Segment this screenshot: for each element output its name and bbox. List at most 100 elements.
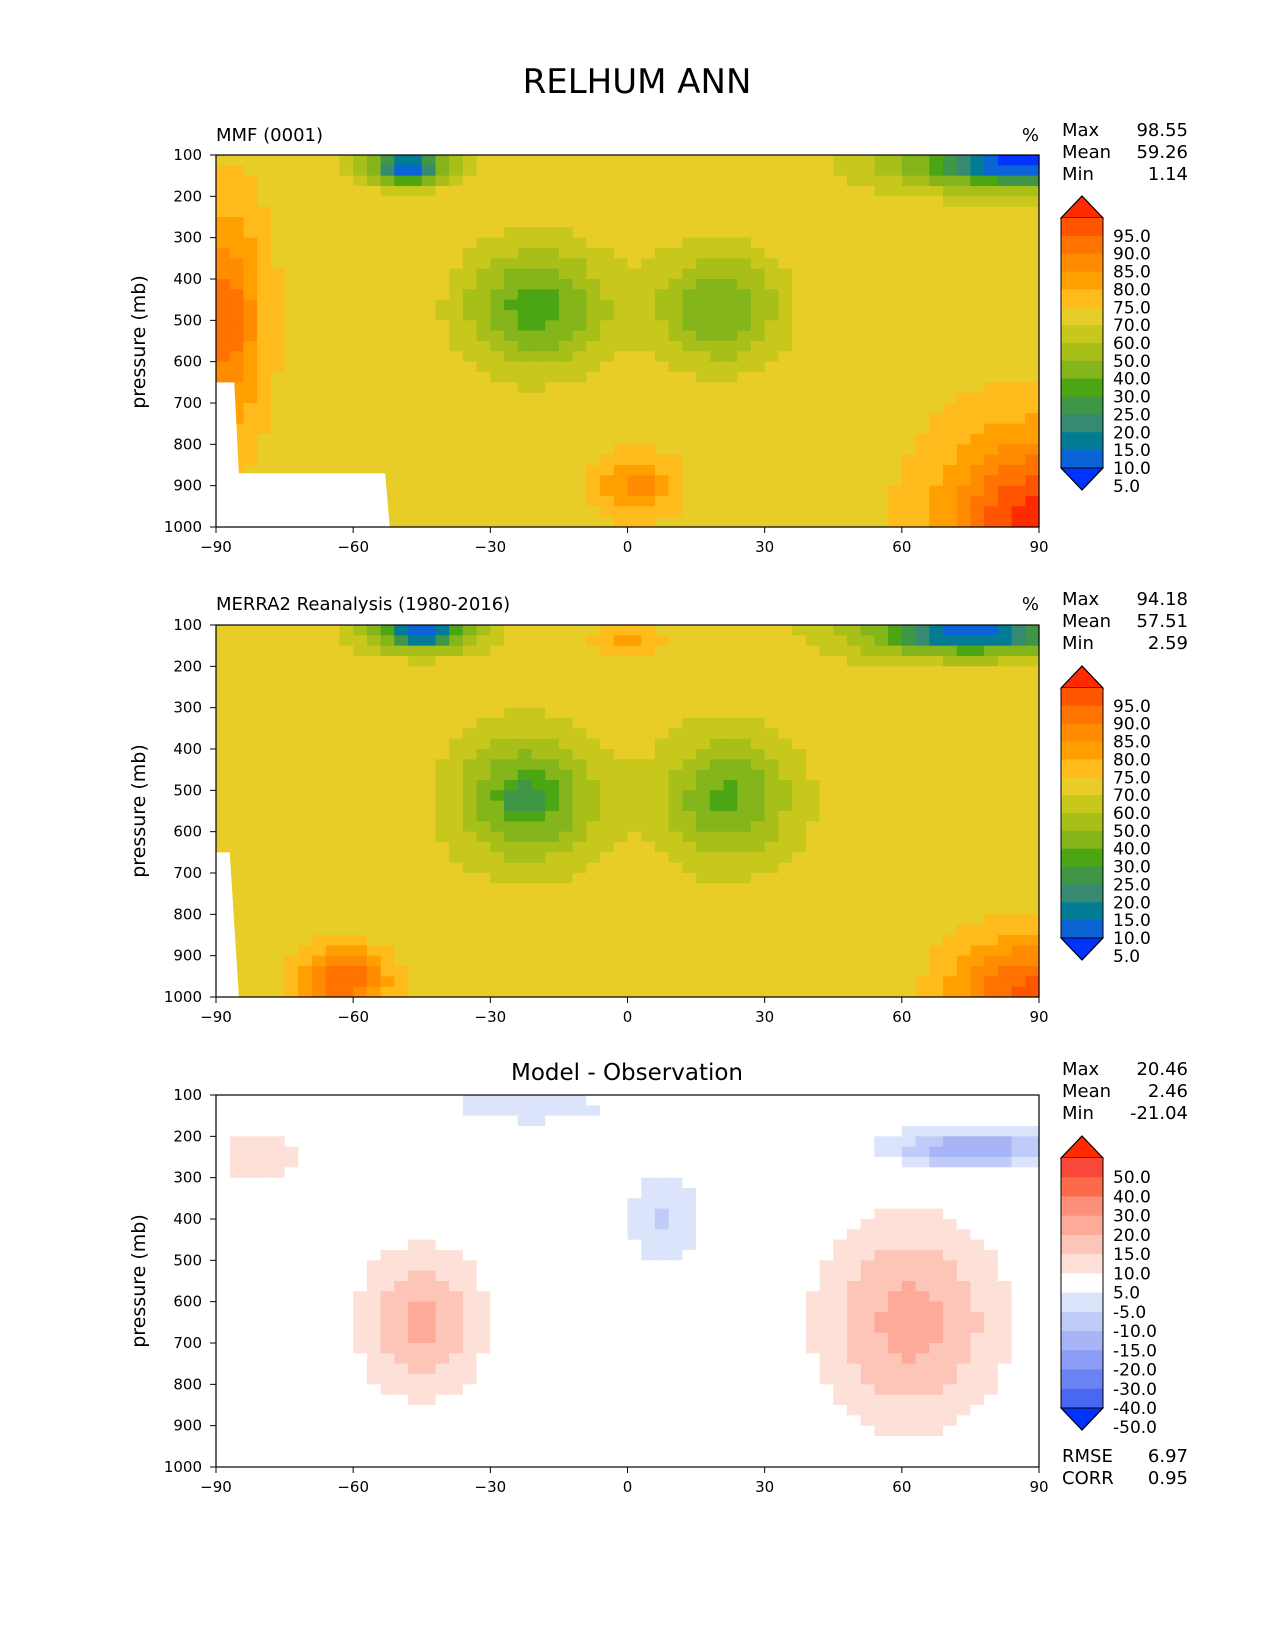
field-cell <box>421 790 437 802</box>
field-cell <box>846 697 862 709</box>
field-cell <box>558 873 574 884</box>
field-cell <box>901 268 917 280</box>
field-cell <box>915 434 930 445</box>
field-cell <box>833 403 848 414</box>
colorbar-swatch <box>1061 723 1103 743</box>
field-cell <box>339 227 354 239</box>
field-cell <box>819 625 834 636</box>
field-cell <box>901 873 917 884</box>
field-cell <box>641 852 656 864</box>
field-cell <box>792 645 807 657</box>
field-cell <box>339 289 354 301</box>
field-cell <box>312 790 327 802</box>
field-cell <box>627 289 642 301</box>
field-cell <box>600 268 615 280</box>
field-cell <box>257 707 272 719</box>
field-cell <box>915 718 930 729</box>
field-cell <box>504 454 519 466</box>
field-cell <box>531 966 546 977</box>
field-cell <box>888 759 903 771</box>
field-cell <box>888 966 903 977</box>
field-cell <box>929 423 944 435</box>
field-cell <box>709 759 725 771</box>
field-cell <box>380 676 395 688</box>
field-cell <box>846 268 862 280</box>
field-cell <box>325 444 341 456</box>
panel-observation-stats: Max 94.18 Mean 57.51 Min 2.59 <box>1062 589 1188 654</box>
field-cell <box>984 289 999 301</box>
field-cell <box>421 769 437 781</box>
field-cell <box>696 1167 711 1179</box>
field-cell <box>1025 1136 1040 1148</box>
field-cell <box>723 955 738 967</box>
panel-difference-plot: −90 −60 −30 0 30 60 90100200300400500600700800… <box>164 1086 1049 1496</box>
field-cell <box>284 268 299 280</box>
field-cell <box>641 966 656 977</box>
field-cell <box>545 485 560 497</box>
field-cell <box>654 852 670 864</box>
field-cell <box>901 351 917 363</box>
field-cell <box>339 465 354 476</box>
field-cell <box>654 697 670 709</box>
field-cell <box>750 718 766 729</box>
field-cell <box>901 914 917 926</box>
field-cell <box>654 780 670 791</box>
field-cell <box>956 800 972 812</box>
field-cell <box>531 465 546 476</box>
field-cell <box>380 155 395 166</box>
field-cell <box>600 496 615 507</box>
field-cell <box>654 506 670 518</box>
field-cell <box>366 821 382 833</box>
field-cell <box>435 330 450 342</box>
field-cell <box>435 155 450 166</box>
field-cell <box>901 155 917 166</box>
field-cell <box>1011 1126 1026 1137</box>
field-cell <box>586 434 601 445</box>
field-cell <box>846 155 862 166</box>
field-cell <box>449 707 464 719</box>
field-cell <box>380 186 395 197</box>
field-cell <box>504 842 519 853</box>
field-cell <box>229 423 245 435</box>
field-cell <box>366 165 382 177</box>
field-cell <box>846 485 862 497</box>
field-cell <box>942 423 958 435</box>
field-cell <box>846 635 862 647</box>
field-cell <box>750 780 766 791</box>
field-cell <box>270 645 286 657</box>
field-cell <box>942 165 958 177</box>
field-cell <box>298 955 313 967</box>
field-cell <box>874 955 889 967</box>
field-cell <box>1011 935 1026 946</box>
field-cell <box>805 914 821 926</box>
field-cell <box>641 1157 656 1168</box>
field-cell <box>929 516 944 528</box>
field-cell <box>435 800 450 812</box>
field-cell <box>929 227 944 239</box>
field-cell <box>504 769 519 781</box>
field-cell <box>558 289 574 301</box>
field-cell <box>641 1126 656 1137</box>
field-cell <box>1025 268 1040 280</box>
field-cell <box>805 248 821 259</box>
field-cell <box>270 955 286 967</box>
field-cell <box>942 914 958 926</box>
field-cell <box>586 496 601 507</box>
field-cell <box>572 873 587 884</box>
field-cell <box>1025 506 1040 518</box>
field-cell <box>929 676 944 688</box>
field-cell <box>366 862 382 874</box>
field-cell <box>366 831 382 843</box>
field-cell <box>476 175 491 187</box>
field-cell <box>942 893 958 905</box>
field-cell <box>394 821 409 833</box>
field-cell <box>984 454 999 466</box>
field-cell <box>325 718 341 729</box>
field-cell <box>901 759 917 771</box>
field-cell <box>764 645 779 657</box>
field-cell <box>600 687 615 698</box>
field-cell <box>545 434 560 445</box>
field-cell <box>901 728 917 740</box>
field-cell <box>901 258 917 270</box>
field-cell <box>627 496 642 507</box>
